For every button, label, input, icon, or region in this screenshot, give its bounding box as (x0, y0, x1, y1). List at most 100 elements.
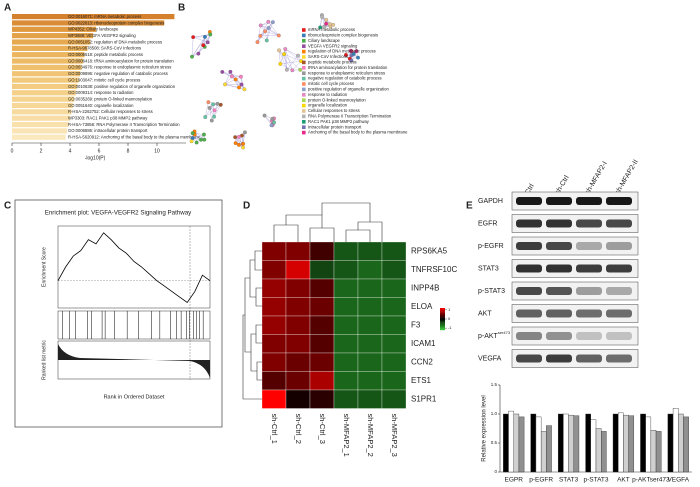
blot-band (516, 219, 542, 228)
network-edge (285, 48, 288, 70)
heatmap-cell (309, 278, 335, 298)
column-label: sh-MFAP2_3 (390, 414, 399, 457)
legend-label: positive regulation of organelle organiz… (308, 87, 389, 92)
dendrogram (285, 214, 323, 228)
x-tick-label: p-EGFR (529, 477, 553, 484)
network-node (203, 115, 208, 119)
network-node (322, 24, 327, 29)
bar (585, 413, 591, 473)
network-node (320, 14, 324, 19)
blot-label: p-AKTser473 (478, 330, 511, 340)
colorbar-step (440, 309, 445, 311)
colorbar-step (440, 316, 445, 318)
network-node (194, 140, 199, 145)
network-node (349, 58, 354, 63)
legend-label: response to endoplasmic reticulum stress (308, 70, 385, 75)
bar-label: GO:0009896: negative regulation of catab… (68, 71, 168, 76)
network-edge (278, 50, 293, 71)
blot-band (576, 287, 602, 295)
panel-label: E (466, 201, 473, 212)
network-node (205, 40, 210, 45)
blot-band (516, 242, 542, 250)
row-label: TNFRSF10C (411, 265, 457, 274)
bar (557, 413, 564, 473)
network-node (237, 85, 241, 90)
blot-band (576, 219, 602, 228)
heatmap-cell (261, 241, 287, 261)
heatmap-cell (261, 389, 287, 409)
legend-swatch (302, 49, 306, 54)
network-node (296, 53, 300, 58)
blot-band (546, 264, 572, 273)
network-node (208, 32, 213, 37)
column-label: sh-Ctrl_3 (318, 414, 327, 444)
blot-label-text: p-STAT3 (478, 288, 505, 295)
lane-label: sh-MFAP2-II (614, 159, 640, 196)
heatmap-cell (357, 352, 383, 372)
dendrogram (249, 259, 256, 298)
bar (530, 413, 537, 473)
legend-label: SARS-CoV Infections (308, 54, 348, 59)
network-node (211, 102, 215, 107)
dendrogram (256, 361, 262, 381)
network-node (255, 40, 260, 45)
blot-label: GAPDH (478, 198, 503, 205)
x-tick-label: EGPR (505, 477, 524, 484)
legend-label: Intracellular protein transport (308, 124, 362, 129)
network-edge (198, 42, 208, 54)
y-tick-label: 0 (494, 469, 497, 474)
network-node (233, 77, 238, 82)
legend-label: regulation of DNA metabolic process (308, 49, 376, 54)
legend-swatch (302, 103, 306, 108)
heatmap-cell (381, 315, 407, 335)
row-label: ICAM1 (411, 339, 436, 348)
legend-label: RNA Polymerase II Transcription Terminat… (308, 114, 392, 119)
x-tick-label: 6 (98, 148, 101, 154)
blot-label: STAT3 (478, 265, 499, 272)
lane-label: sh-MFAP2-I (584, 160, 609, 196)
colorbar-step (440, 308, 445, 311)
x-tick-label: VEGFA (667, 477, 689, 484)
network-edge (285, 48, 293, 71)
colorbar-step (440, 322, 445, 324)
blot-label: p-EGFR (478, 243, 504, 250)
network-node (344, 53, 348, 57)
network-edge (265, 31, 279, 36)
network-node (264, 38, 269, 43)
heatmap-cell (333, 352, 359, 372)
blot-band (606, 219, 632, 228)
blot-band (606, 287, 632, 295)
network-node (237, 134, 241, 139)
network-node (233, 141, 238, 146)
heatmap-cell (381, 334, 407, 354)
network-node (266, 26, 271, 30)
network-node (276, 33, 281, 38)
bar-label: GO:0035269: protein O-linked mannosylati… (68, 96, 153, 101)
bar (12, 14, 175, 20)
network-node (212, 114, 216, 119)
legend-label: VEGFA VEGFR2 signaling (308, 43, 358, 48)
colorbar-step (440, 326, 445, 328)
legend-label: response to radiation (308, 92, 348, 97)
colorbar-step (440, 325, 445, 327)
network-node (202, 137, 207, 142)
blot-band (546, 287, 572, 295)
column-label: sh-MFAP2_2 (366, 414, 375, 457)
bar (12, 64, 82, 70)
network-edge (191, 37, 194, 57)
x-tick-label: p-STAT3 (583, 477, 608, 484)
legend-swatch (302, 28, 306, 32)
bar (513, 413, 520, 473)
network-edge (224, 76, 242, 85)
bar (601, 431, 607, 473)
network-node (354, 49, 359, 54)
column-label: sh-Ctrl_2 (294, 414, 303, 444)
colorbar-label: 0 (448, 316, 451, 321)
network-node (201, 43, 206, 48)
colorbar-step (440, 312, 445, 314)
blot-band (546, 309, 572, 318)
network-edge (280, 48, 286, 64)
network-node (283, 47, 288, 51)
blot-label-text: p-AKT (478, 333, 499, 340)
plot-frame (57, 225, 211, 309)
